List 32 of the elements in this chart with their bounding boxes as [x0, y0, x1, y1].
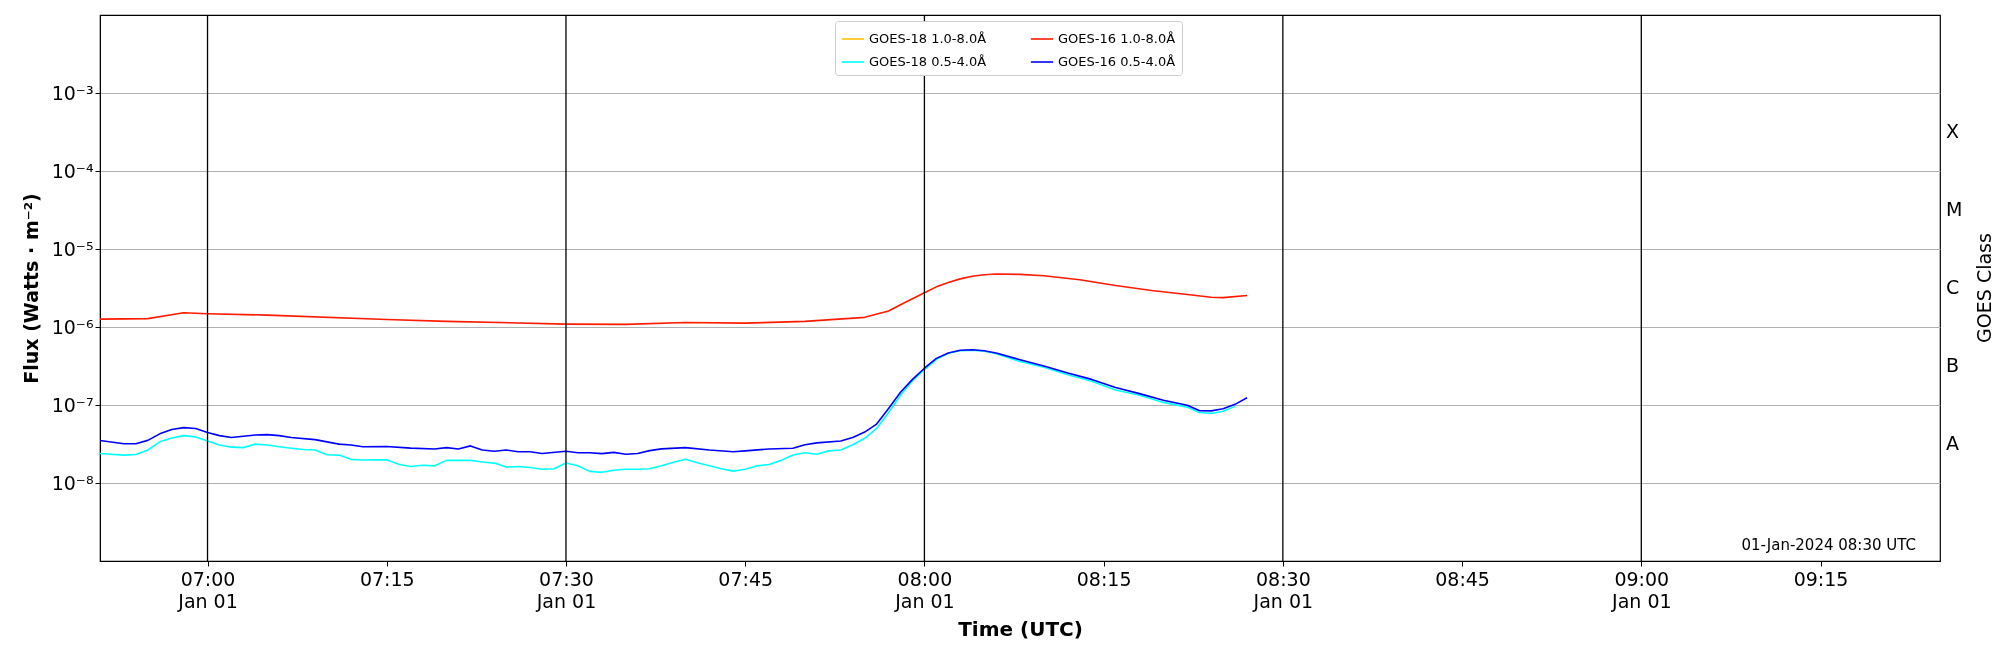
x-axis-title: Time (UTC) [958, 616, 1083, 641]
text: C [1946, 276, 1960, 298]
x-tick-label: 09:00 Jan 01 [1611, 567, 1672, 612]
legend-label: GOES-16 0.5-4.0Å [1058, 54, 1176, 69]
line-series [99, 349, 1248, 455]
legend-label: GOES-18 1.0-8.0Å [869, 31, 987, 46]
legend-label: GOES-18 0.5-4.0Å [869, 54, 987, 69]
x-tick-label: 07:15 [359, 567, 415, 590]
y-tick-label: 10⁻⁴ [51, 159, 94, 182]
text: A [1946, 432, 1959, 454]
line-series [99, 349, 1236, 474]
y-axis-title: Flux (Watts · m⁻²) [19, 193, 42, 384]
annotation: 01-Jan-2024 08:30 UTC [1741, 536, 1916, 554]
y-tick-label: 10⁻⁵ [51, 237, 94, 260]
x-tick-label: 08:15 [1076, 567, 1132, 590]
x-tick-label: 08:45 [1435, 567, 1490, 590]
x-tick-label: 07:00 Jan 01 [177, 567, 238, 612]
x-tick-label: 09:15 [1793, 567, 1849, 590]
line-series [99, 273, 1248, 326]
y2-axis-title: GOES Class [1973, 233, 1995, 343]
y-tick-label: 10⁻⁶ [51, 315, 94, 338]
x-tick-label: 08:30 Jan 01 [1252, 567, 1314, 612]
text: B [1946, 354, 1960, 376]
y-tick-label: 10⁻⁷ [51, 393, 94, 416]
x-tick-label: 08:00 Jan 01 [894, 567, 955, 612]
y-tick-label: 10⁻³ [51, 81, 94, 104]
text: X [1946, 120, 1960, 142]
legend-label: GOES-16 1.0-8.0Å [1058, 31, 1176, 46]
x-tick-label: 07:45 [718, 567, 774, 590]
x-tick-label: 07:30 Jan 01 [535, 567, 597, 612]
y-tick-label: 10⁻⁸ [51, 471, 94, 494]
text: M [1946, 198, 1963, 220]
